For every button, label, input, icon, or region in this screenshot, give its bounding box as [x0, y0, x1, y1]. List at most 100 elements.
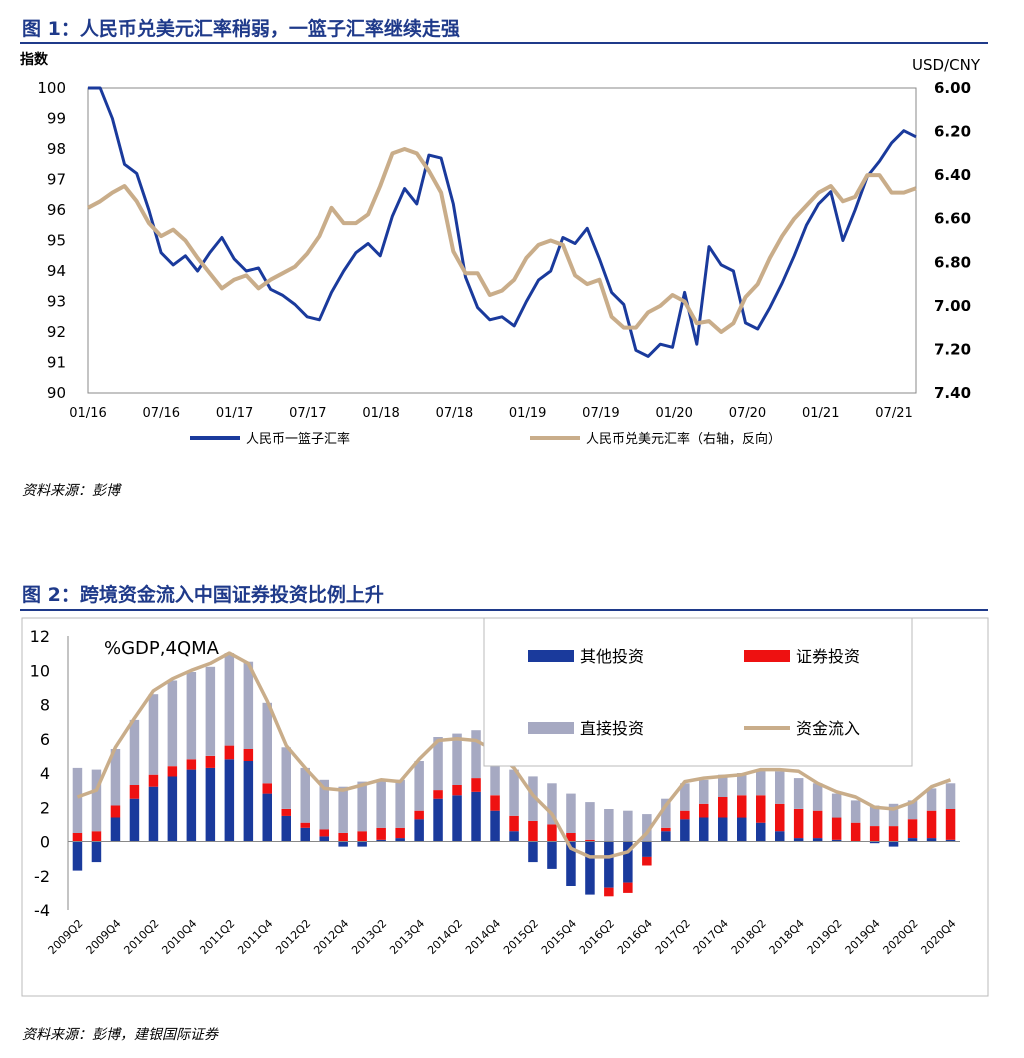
x-tick-label: 2018Q4 [767, 917, 807, 957]
other-investment-bar [490, 810, 500, 842]
legend-label-1: 人民币一篮子汇率 [246, 431, 350, 447]
direct-investment-bar [945, 783, 956, 809]
other-investment-bar [262, 793, 272, 842]
y-tick-label: 4 [40, 764, 50, 783]
y-tick-label: -4 [34, 901, 50, 920]
other-investment-bar [224, 759, 235, 842]
figure2-title: 图 2：跨境资金流入中国证券投资比例上升 [22, 584, 384, 606]
x-tick-label: 07/21 [875, 406, 912, 421]
basket-index-line [88, 86, 917, 358]
direct-investment-bar [547, 783, 557, 825]
other-investment-bar [547, 841, 557, 869]
other-investment-bar [831, 839, 842, 842]
portfolio-investment-bar [91, 831, 102, 842]
direct-investment-bar [907, 800, 918, 820]
portfolio-investment-bar [604, 887, 614, 897]
other-investment-bar [91, 841, 102, 863]
other-investment-bar [395, 838, 405, 842]
y-tick-label: 12 [30, 627, 50, 646]
portfolio-investment-bar [926, 810, 937, 839]
other-investment-bar [793, 838, 804, 842]
x-tick-label: 2020Q4 [919, 917, 959, 957]
left-tick-label: 98 [47, 140, 66, 158]
portfolio-investment-bar [812, 810, 823, 839]
direct-investment-bar [395, 779, 405, 828]
direct-investment-bar [376, 779, 386, 828]
direct-investment-bar [148, 694, 159, 775]
x-tick-label: 07/17 [289, 406, 326, 421]
other-investment-bar [680, 819, 690, 842]
x-tick-label: 2010Q4 [159, 917, 199, 957]
x-tick-label: 2015Q2 [501, 917, 541, 957]
y-tick-label: 8 [40, 696, 50, 715]
portfolio-investment-bar [338, 832, 348, 842]
portfolio-investment-bar [699, 803, 709, 818]
direct-investment-bar [642, 814, 652, 842]
x-tick-label: 2011Q4 [235, 917, 275, 957]
other-investment-bar [186, 769, 197, 842]
other-investment-bar [281, 815, 291, 842]
left-axis-label: 指数 [20, 51, 49, 68]
x-tick-label: 07/16 [143, 406, 180, 421]
direct-investment-bar [775, 771, 785, 804]
other-investment-bar [756, 822, 766, 842]
portfolio-investment-bar [945, 809, 956, 840]
plot-frame [87, 87, 917, 394]
direct-investment-bar [262, 702, 272, 784]
left-tick-label: 91 [47, 354, 66, 372]
other-investment-bar [72, 841, 83, 871]
x-tick-label: 2015Q4 [539, 917, 579, 957]
direct-investment-bar [186, 672, 197, 760]
direct-investment-bar [585, 802, 595, 840]
legend-swatch-2 [744, 650, 790, 662]
x-tick-label: 2019Q2 [805, 917, 845, 957]
figure1-chart: 指数 USD/CNY 100 99 98 97 96 95 94 93 92 91 90 6.00 6.20… [20, 51, 981, 447]
portfolio-investment-bar [262, 783, 272, 794]
portfolio-investment-bar [566, 832, 576, 842]
other-investment-bar [926, 838, 937, 842]
other-investment-bar [300, 827, 310, 842]
x-tick-label: 2013Q4 [387, 917, 427, 957]
other-investment-bar [642, 841, 652, 857]
legend-label-2: 人民币兑美元汇率（右轴，反向） [586, 431, 781, 447]
x-tick-label: 2013Q2 [349, 917, 389, 957]
direct-investment-bar [490, 747, 500, 796]
figure1-source: 资料来源：彭博 [22, 483, 120, 499]
x-tick-label: 2016Q4 [615, 917, 655, 957]
other-investment-bar [433, 798, 443, 842]
other-investment-bar [471, 791, 481, 842]
legend-label-3: 直接投资 [580, 719, 644, 738]
portfolio-investment-bar [831, 817, 842, 840]
other-investment-bar [907, 838, 918, 842]
direct-investment-bar [72, 767, 83, 833]
other-investment-bar [945, 839, 956, 842]
portfolio-investment-bar [224, 745, 235, 760]
x-tick-label: 07/18 [436, 406, 473, 421]
direct-investment-bar [338, 786, 348, 833]
portfolio-investment-bar [129, 785, 140, 799]
direct-investment-bar [737, 773, 747, 796]
direct-investment-bar [509, 769, 519, 816]
portfolio-investment-bar [205, 755, 216, 768]
left-tick-label: 99 [47, 110, 66, 128]
portfolio-investment-bar [850, 822, 861, 842]
direct-investment-bar [452, 733, 462, 785]
other-investment-bar [376, 839, 386, 842]
other-investment-bar [812, 838, 823, 842]
x-tick-label: 01/17 [216, 406, 253, 421]
other-investment-bar [243, 761, 254, 842]
portfolio-investment-bar [414, 810, 424, 820]
left-tick-label: 95 [47, 232, 66, 250]
legend-swatch-3 [528, 722, 574, 734]
x-tick-label: 2020Q2 [881, 917, 921, 957]
direct-investment-bar [566, 793, 576, 833]
figure2-source: 资料来源：彭博，建银国际证券 [22, 1027, 218, 1043]
capital-inflow-line [76, 651, 952, 859]
other-investment-bar [869, 841, 880, 844]
direct-investment-bar [110, 749, 121, 806]
portfolio-investment-bar [737, 795, 747, 818]
right-tick-label: 6.60 [934, 210, 971, 228]
portfolio-investment-bar [907, 819, 918, 838]
left-tick-label: 100 [37, 79, 66, 97]
direct-investment-bar [718, 774, 728, 797]
